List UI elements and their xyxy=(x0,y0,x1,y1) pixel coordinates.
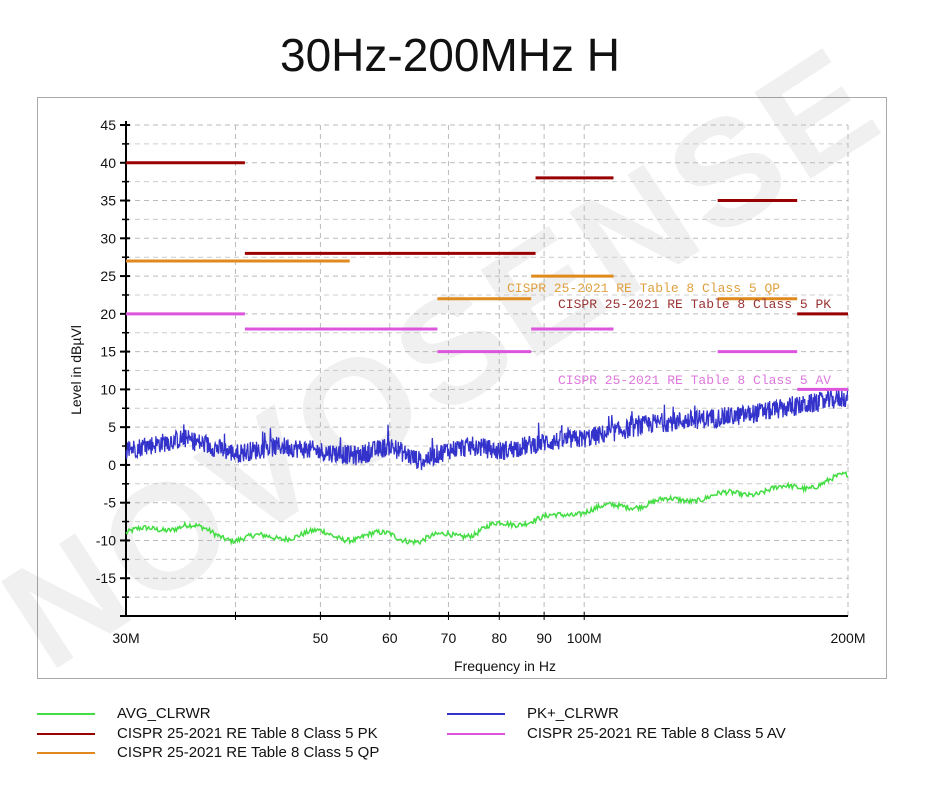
x-tick-label: 200M xyxy=(830,630,865,646)
legend-item: CISPR 25-2021 RE Table 8 Class 5 QP xyxy=(37,744,379,761)
avg-trace xyxy=(125,470,848,547)
legend-label: PK+_CLRWR xyxy=(527,705,619,722)
legend-item: AVG_CLRWR xyxy=(37,705,211,722)
legend-label: CISPR 25-2021 RE Table 8 Class 5 PK xyxy=(117,725,378,742)
legend-swatch xyxy=(447,732,505,735)
legend-swatch xyxy=(37,732,95,735)
x-tick-label: 70 xyxy=(441,630,457,646)
legend-label: CISPR 25-2021 RE Table 8 Class 5 QP xyxy=(117,744,380,761)
x-tick-label: 90 xyxy=(536,630,552,646)
x-tick-label: 60 xyxy=(382,630,398,646)
y-tick-label: 45 xyxy=(100,117,116,133)
legend-swatch xyxy=(37,751,95,754)
legend-item: CISPR 25-2021 RE Table 8 Class 5 AV xyxy=(447,725,786,742)
pk-trace xyxy=(125,388,849,471)
legend-swatch xyxy=(37,712,95,715)
x-tick-label: 80 xyxy=(491,630,507,646)
y-tick-label: -15 xyxy=(96,570,116,586)
x-axis-label: Frequency in Hz xyxy=(454,658,556,674)
limit-annotation: CISPR 25-2021 RE Table 8 Class 5 AV xyxy=(558,373,831,388)
y-tick-label: -5 xyxy=(104,495,117,511)
y-tick-label: 35 xyxy=(100,193,116,209)
chart-title: 30Hz-200MHz H xyxy=(280,29,620,81)
limit-annotation: CISPR 25-2021 RE Table 8 Class 5 PK xyxy=(558,297,831,312)
legend-label: CISPR 25-2021 RE Table 8 Class 5 AV xyxy=(527,725,786,742)
x-tick-label: 50 xyxy=(313,630,329,646)
y-tick-label: -10 xyxy=(96,532,116,548)
y-tick-label: 10 xyxy=(100,381,116,397)
y-tick-label: 5 xyxy=(108,419,116,435)
y-tick-label: 25 xyxy=(100,268,116,284)
y-tick-label: 0 xyxy=(108,457,116,473)
legend-label: AVG_CLRWR xyxy=(117,705,211,722)
y-tick-label: 40 xyxy=(100,155,116,171)
legend-swatch xyxy=(447,712,505,715)
y-tick-label: 20 xyxy=(100,306,116,322)
plot-frame xyxy=(37,97,887,679)
y-axis-label: Level in dBµVl xyxy=(68,325,84,415)
y-tick-label: 30 xyxy=(100,230,116,246)
x-tick-label: 30M xyxy=(112,630,139,646)
legend-item: CISPR 25-2021 RE Table 8 Class 5 PK xyxy=(37,725,378,742)
legend-item: PK+_CLRWR xyxy=(447,705,619,722)
limit-annotation: CISPR 25-2021 RE Table 8 Class 5 QP xyxy=(507,281,780,296)
x-tick-label: 100M xyxy=(567,630,602,646)
y-tick-label: 15 xyxy=(100,344,116,360)
